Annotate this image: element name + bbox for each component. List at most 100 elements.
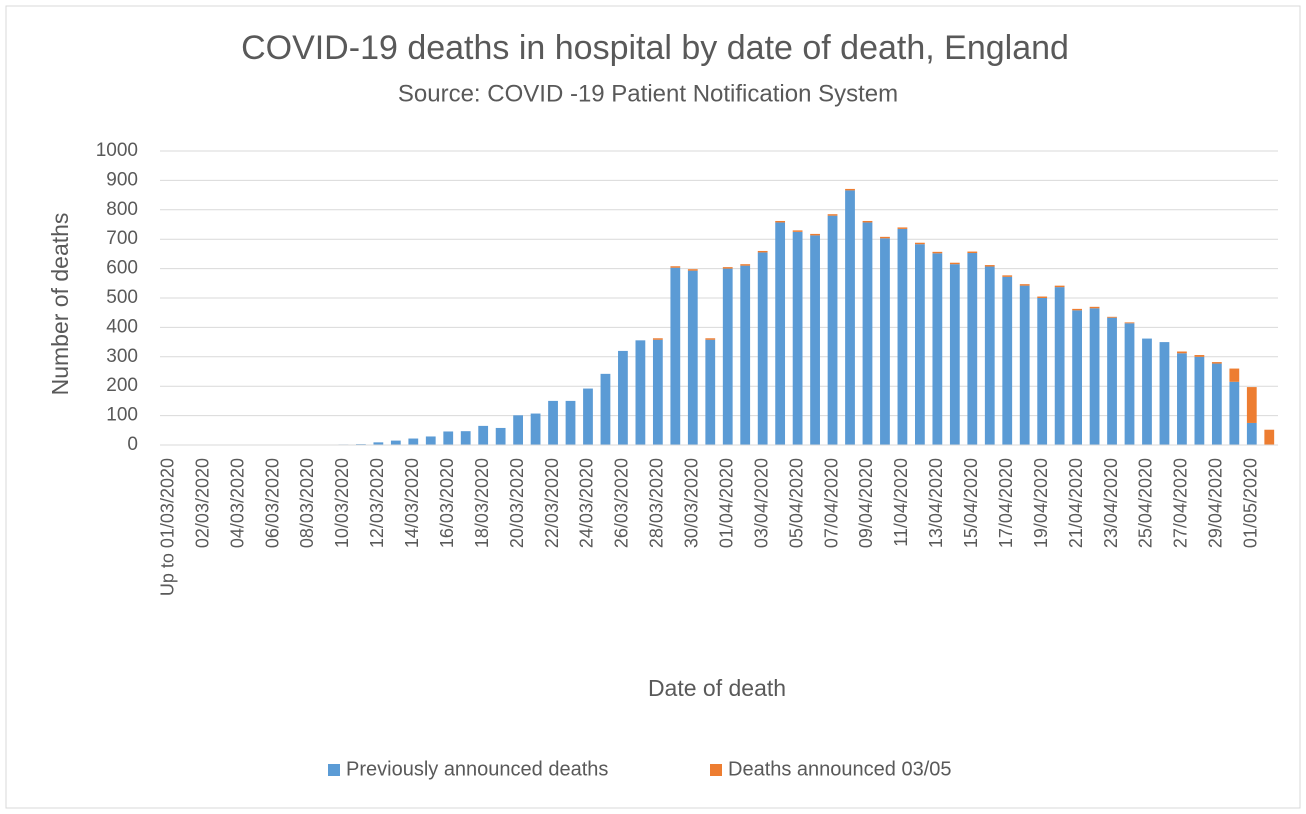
x-tick-label: Up to 01/03/2020: [157, 458, 177, 596]
bar-segment: [1002, 276, 1013, 445]
bar-segment: [932, 251, 943, 254]
y-axis-title: Number of deaths: [47, 213, 73, 396]
x-tick-label: 15/04/2020: [961, 458, 981, 548]
bar-segment: [1194, 356, 1205, 445]
x-tick-label: 27/04/2020: [1171, 458, 1191, 548]
bar-segment: [670, 266, 681, 268]
y-tick-label: 400: [106, 316, 138, 337]
bar-segment: [740, 264, 751, 266]
y-tick-label: 0: [127, 434, 138, 455]
bar-segment: [1107, 317, 1117, 445]
bar-segment: [1019, 285, 1030, 445]
x-tick-label: 24/03/2020: [577, 458, 597, 548]
x-tick-label: 30/03/2020: [682, 458, 702, 548]
bar-segment: [705, 338, 716, 340]
chart-subtitle: Source: COVID -19 Patient Notification S…: [398, 80, 898, 107]
bar-segment: [565, 400, 576, 445]
legend-swatch: [710, 764, 722, 776]
x-tick-label: 29/04/2020: [1206, 458, 1226, 548]
x-tick-label: 13/04/2020: [926, 458, 946, 548]
y-tick-label: 800: [106, 199, 138, 220]
bar-segment: [425, 436, 436, 445]
bar-segment: [914, 244, 925, 445]
bar-segment: [1194, 355, 1205, 357]
bar-segment: [478, 425, 489, 445]
bar-segment: [792, 230, 803, 232]
bar-segment: [1211, 363, 1222, 445]
bar-segment: [1229, 368, 1240, 382]
x-tick-label: 06/03/2020: [262, 458, 282, 548]
x-tick-label: 16/03/2020: [437, 458, 457, 548]
bar-segment: [705, 339, 716, 445]
x-tick-label: 28/03/2020: [647, 458, 667, 548]
bar-segment: [1054, 287, 1065, 445]
bar-segment: [1107, 316, 1117, 318]
bar-segment: [1054, 285, 1065, 288]
x-tick-label: 08/03/2020: [297, 458, 317, 548]
y-tick-label: 100: [106, 405, 138, 426]
x-tick-label: 23/04/2020: [1101, 458, 1121, 548]
x-tick-label: 25/04/2020: [1136, 458, 1156, 548]
bar-segment: [390, 440, 401, 445]
x-tick-label: 12/03/2020: [367, 458, 387, 548]
bar-segment: [443, 431, 454, 445]
y-tick-label: 1000: [96, 140, 138, 161]
bar-segment: [880, 236, 890, 239]
bar-segment: [984, 266, 995, 445]
bar-segment: [862, 220, 873, 223]
y-tick-label: 200: [106, 375, 138, 396]
bar-segment: [1002, 275, 1013, 277]
bar-segment: [687, 269, 698, 271]
y-tick-label: 500: [106, 287, 138, 308]
x-tick-label: 17/04/2020: [996, 458, 1016, 548]
x-tick-label: 01/04/2020: [716, 458, 736, 548]
bar-segment: [914, 242, 925, 245]
bar-segment: [1019, 284, 1030, 286]
x-tick-label: 18/03/2020: [472, 458, 492, 548]
bar-segment: [530, 413, 541, 445]
bar-segment: [513, 415, 524, 445]
bar-segment: [1037, 296, 1048, 298]
y-tick-label: 300: [106, 346, 138, 367]
bar-segment: [775, 220, 786, 223]
bar-segment: [1089, 308, 1100, 445]
bar-segment: [1229, 381, 1240, 445]
x-tick-label: 22/03/2020: [542, 458, 562, 548]
x-tick-label: 21/04/2020: [1066, 458, 1086, 548]
bar-segment: [1142, 338, 1152, 445]
legend-label: Previously announced deaths: [346, 758, 608, 780]
bar-segment: [373, 442, 384, 445]
x-tick-label: 05/04/2020: [786, 458, 806, 548]
bar-segment: [740, 265, 751, 445]
bar-segment: [722, 267, 733, 269]
bar-segment: [652, 338, 663, 340]
bar-segment: [1037, 298, 1048, 445]
bar-segment: [1124, 322, 1135, 324]
bar-segment: [722, 268, 733, 445]
x-tick-label: 26/03/2020: [612, 458, 632, 548]
bar-segment: [460, 431, 471, 445]
bar-segment: [984, 265, 995, 267]
x-tick-label: 01/05/2020: [1241, 458, 1261, 548]
bar-segment: [635, 340, 646, 445]
bar-segment: [932, 253, 943, 445]
bar-segment: [845, 188, 855, 191]
legend-label: Deaths announced 03/05: [728, 758, 952, 780]
bar-segment: [949, 262, 960, 265]
bar-segment: [1124, 323, 1135, 445]
bar-segment: [810, 233, 820, 236]
x-tick-label: 10/03/2020: [332, 458, 352, 548]
bar-segment: [757, 250, 768, 253]
x-tick-label: 04/03/2020: [227, 458, 247, 548]
bar-segment: [949, 264, 960, 445]
x-tick-label: 14/03/2020: [402, 458, 422, 548]
y-tick-label: 900: [106, 169, 138, 190]
y-tick-label: 600: [106, 258, 138, 279]
x-tick-label: 20/03/2020: [507, 458, 527, 548]
bar-segment: [1072, 310, 1083, 445]
bar-segment: [1159, 342, 1170, 445]
y-tick-label: 700: [106, 228, 138, 249]
bar-segment: [967, 251, 978, 254]
bar-segment: [687, 270, 698, 445]
